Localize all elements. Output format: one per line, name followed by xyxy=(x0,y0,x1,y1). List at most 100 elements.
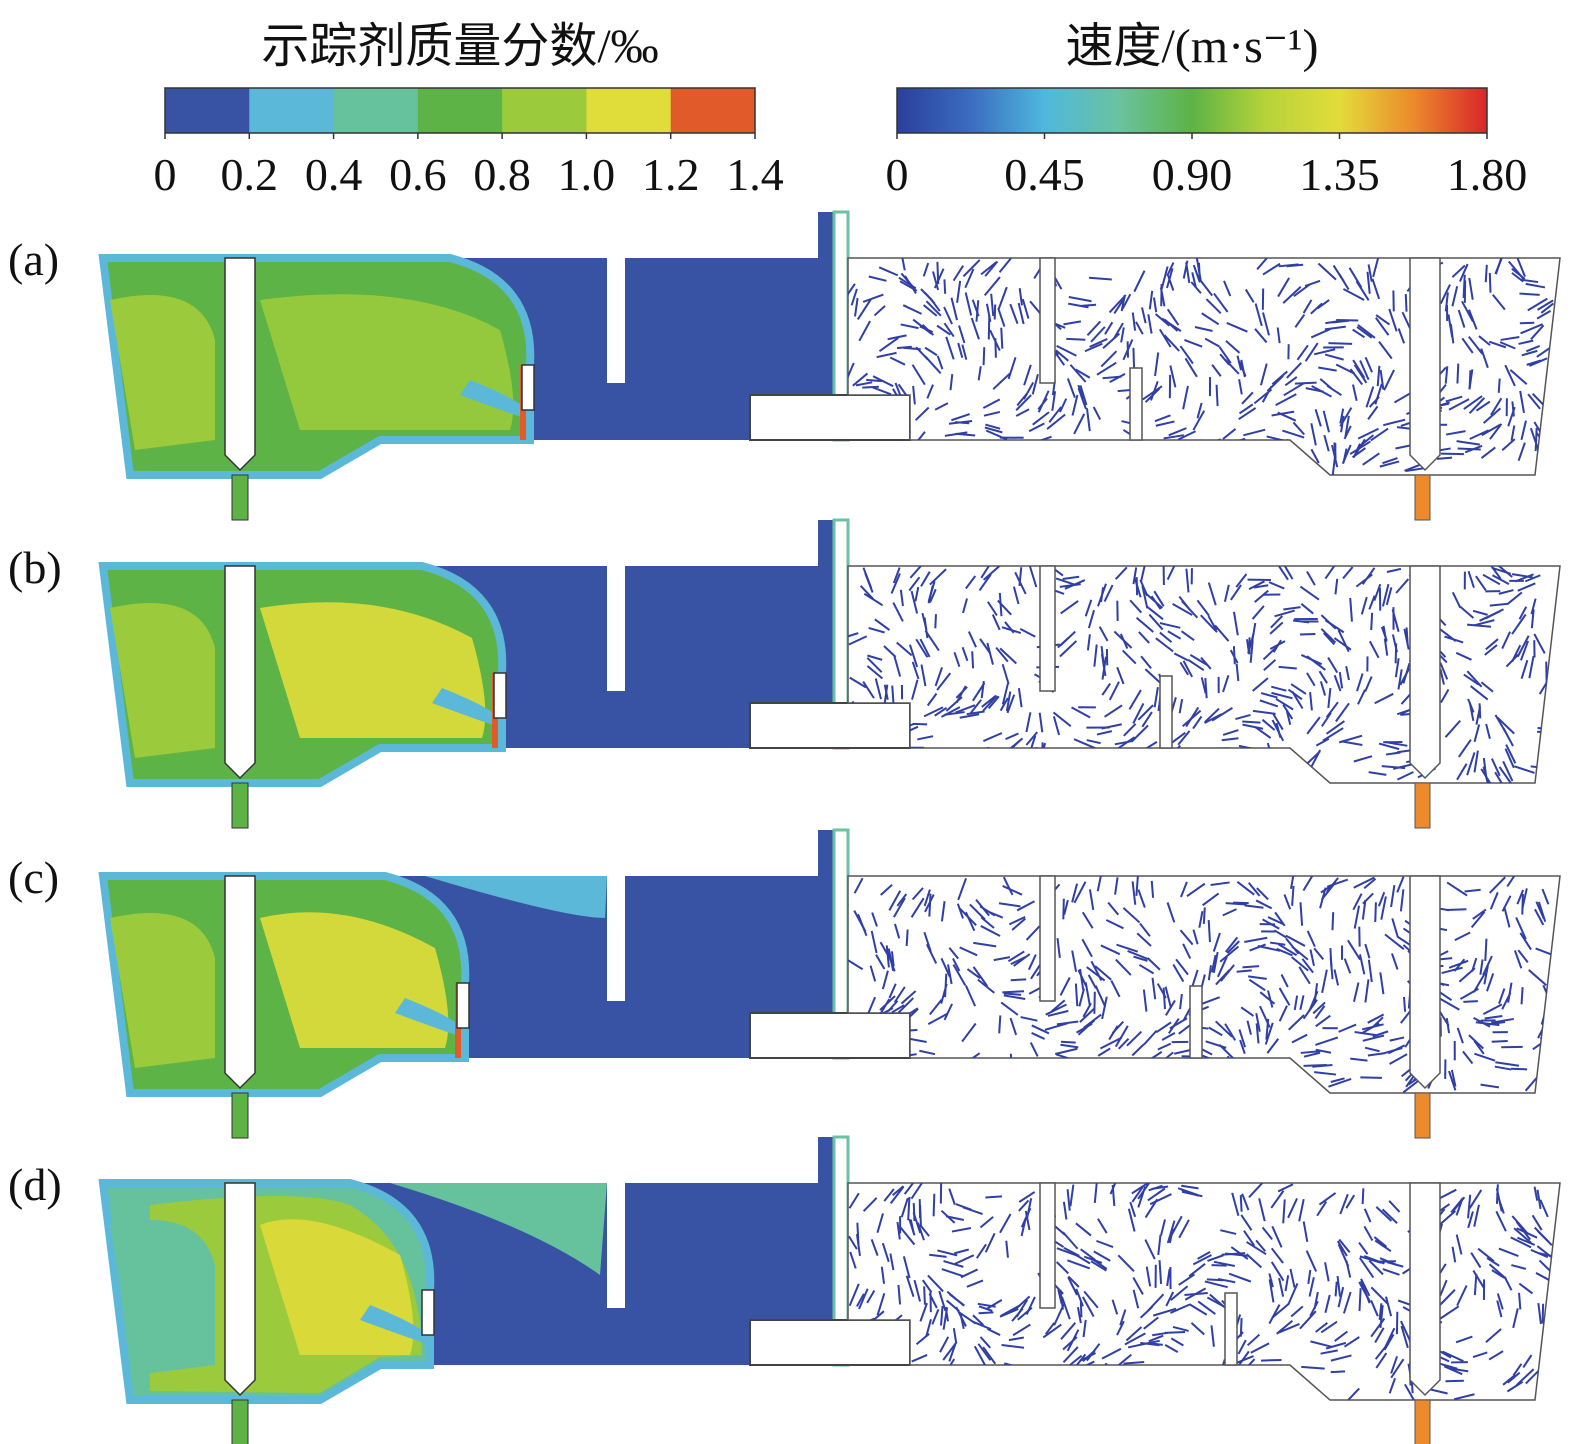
velocity-vector xyxy=(964,911,976,932)
velocity-vector xyxy=(1355,573,1373,588)
velocity-vector xyxy=(1367,1052,1385,1057)
velocity-vector xyxy=(1519,390,1525,414)
outlet-left xyxy=(231,782,249,829)
velocity-vector xyxy=(879,941,889,956)
velocity-vector xyxy=(848,1235,858,1250)
velocity-vector xyxy=(1287,1282,1299,1306)
velocity-vector xyxy=(1017,302,1025,325)
velocity-vector xyxy=(1383,369,1395,391)
velocity-vector xyxy=(973,941,997,948)
velocity-vector xyxy=(1155,1021,1172,1034)
velocity-vector xyxy=(1159,768,1170,783)
velocity-vector xyxy=(1146,605,1164,621)
velocity-vector xyxy=(1254,1071,1258,1088)
velocity-vector xyxy=(1498,589,1514,595)
velocity-vector xyxy=(921,1279,933,1293)
velocity-vector xyxy=(1238,407,1257,421)
velocity-vector xyxy=(1315,1014,1331,1028)
velocity-vector xyxy=(1154,313,1171,327)
velocity-vector xyxy=(924,630,940,652)
velocity-vector xyxy=(1293,995,1299,1011)
velocity-vector xyxy=(1448,1070,1457,1091)
velocity-vector xyxy=(1313,947,1325,961)
velocity-vector xyxy=(910,1183,924,1200)
velocity-vector xyxy=(1172,771,1184,783)
velocity-vector xyxy=(1309,949,1315,966)
velocity-vector xyxy=(1045,753,1051,772)
velocity-vector xyxy=(1496,716,1515,735)
velocity-vector xyxy=(1518,1292,1522,1310)
velocity-vector xyxy=(1291,885,1295,906)
velocity-vector xyxy=(1164,986,1172,1008)
velocity-vector xyxy=(941,1268,964,1277)
velocity-vector xyxy=(1391,953,1399,970)
velocity-vector xyxy=(1275,393,1297,407)
velocity-vector xyxy=(1098,626,1109,642)
velocity-vector xyxy=(1082,1319,1087,1338)
velocity-vector xyxy=(1226,442,1245,451)
velocity-vector xyxy=(1153,687,1159,708)
velocity-vector xyxy=(1468,1189,1483,1209)
velocity-vector xyxy=(1120,460,1137,466)
velocity-vector xyxy=(1093,644,1098,667)
velocity-vector xyxy=(1132,1277,1144,1295)
velocity-vector xyxy=(1507,1371,1521,1384)
velocity-vector xyxy=(1187,659,1205,671)
legend-tick-label: 0.45 xyxy=(1004,149,1085,200)
velocity-vector xyxy=(928,1079,947,1086)
velocity-vector xyxy=(1347,939,1361,961)
velocity-vector xyxy=(900,258,906,271)
velocity-vector xyxy=(1101,656,1107,680)
legend-tick-label: 0.2 xyxy=(221,149,279,200)
velocity-vector xyxy=(1321,969,1328,993)
velocity-vector xyxy=(955,685,967,704)
tracer-jet xyxy=(460,380,530,420)
velocity-vector xyxy=(915,638,929,658)
velocity-vector xyxy=(1383,418,1406,427)
velocity-vector xyxy=(1510,425,1516,441)
velocity-vector xyxy=(1520,323,1543,335)
velocity-vector xyxy=(1463,395,1483,410)
velocity-vector xyxy=(1229,1070,1244,1089)
velocity-vector xyxy=(1270,1190,1285,1209)
velocity-vector xyxy=(908,644,919,668)
velocity-vector xyxy=(1007,357,1017,380)
velocity-vector xyxy=(1025,712,1032,733)
velocity-vector xyxy=(855,381,873,387)
velocity-vector xyxy=(1278,1005,1288,1022)
velocity-vector xyxy=(1517,582,1536,592)
velocity-vector xyxy=(874,678,882,700)
velocity-vector xyxy=(1194,326,1213,332)
velocity-vector xyxy=(1363,1208,1372,1223)
velocity-vector xyxy=(984,768,1003,778)
velocity-vector xyxy=(1031,1032,1045,1040)
velocity-vector xyxy=(1236,881,1255,896)
velocity-vector xyxy=(1359,434,1375,448)
velocity-vector xyxy=(1178,698,1184,714)
velocity-vector xyxy=(1507,591,1523,605)
velocity-vector xyxy=(1374,692,1394,705)
velocity-vector xyxy=(1538,1252,1553,1258)
velocity-vector xyxy=(1298,966,1311,985)
velocity-vector xyxy=(1362,1034,1385,1042)
velocity-vector xyxy=(1353,982,1360,1002)
velocity-vector xyxy=(941,457,961,472)
velocity-vector xyxy=(945,336,955,360)
velocity-vector xyxy=(1013,953,1031,967)
velocity-vector xyxy=(1163,334,1180,352)
velocity-vector xyxy=(1495,1188,1503,1212)
velocity-vector xyxy=(1317,262,1337,281)
velocity-vector xyxy=(1143,1069,1155,1086)
velocity-vector xyxy=(1130,461,1154,467)
velocity-vector xyxy=(1221,737,1239,742)
velocity-vector xyxy=(1283,606,1301,611)
velocity-vector xyxy=(1455,1234,1463,1255)
velocity-vector xyxy=(1066,1329,1080,1352)
velocity-vector xyxy=(1100,350,1118,368)
velocity-vector xyxy=(1152,297,1158,313)
velocity-vector xyxy=(1451,264,1466,278)
velocity-vector xyxy=(1353,755,1373,763)
velocity-vector xyxy=(1524,1076,1538,1092)
velocity-vector xyxy=(870,930,878,954)
velocity-vector xyxy=(1492,294,1506,311)
